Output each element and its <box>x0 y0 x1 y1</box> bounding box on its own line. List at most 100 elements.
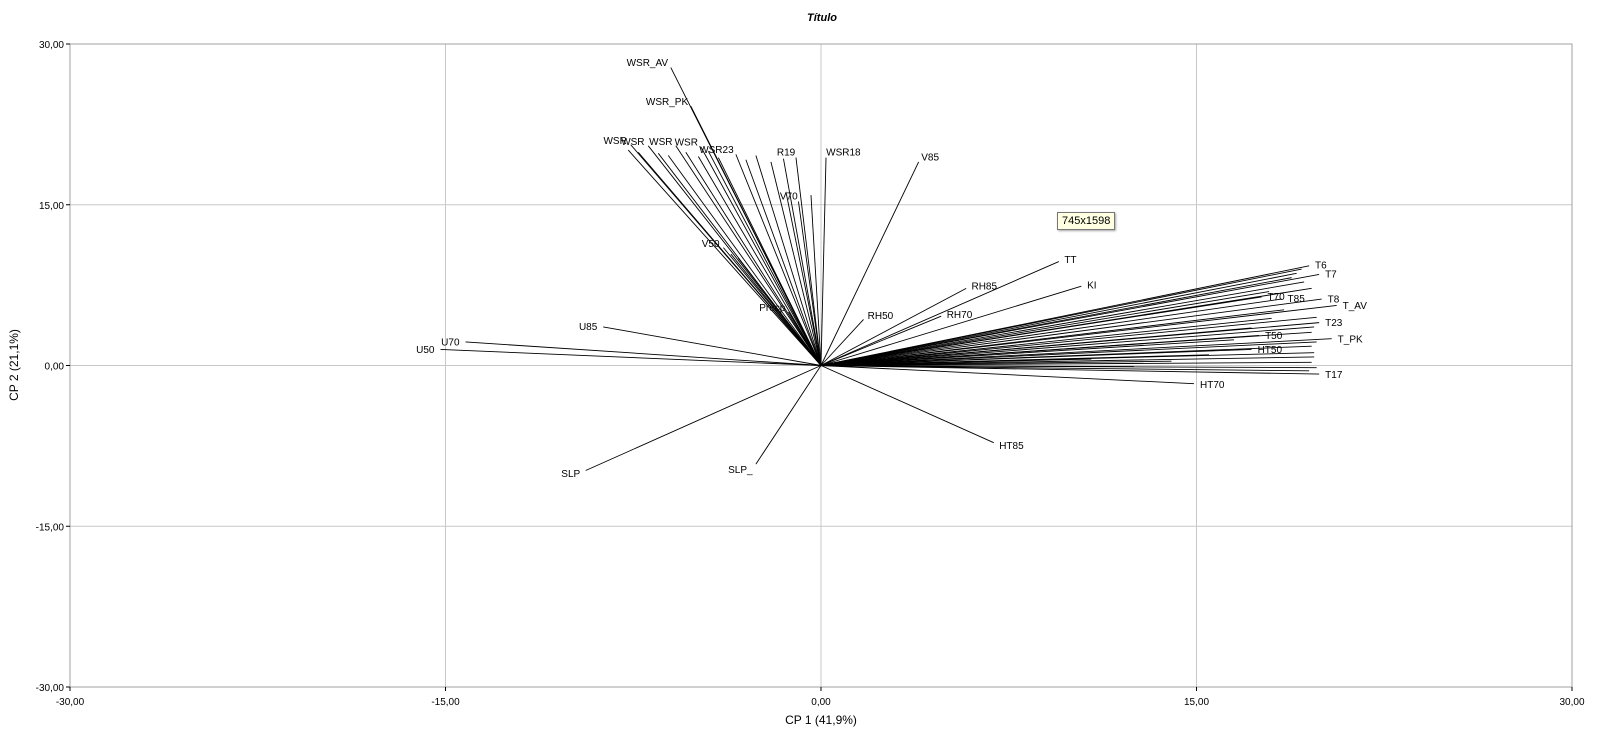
x-tick-label: -30,00 <box>56 697 85 708</box>
loading-vector <box>723 247 822 366</box>
y-tick-label: -30,00 <box>36 683 65 694</box>
loading-vector <box>785 191 822 366</box>
loading-vector <box>820 157 827 366</box>
loading-vector <box>465 341 822 366</box>
vector-label: V70 <box>780 192 798 203</box>
vector-label: T17 <box>1325 370 1343 381</box>
loading-vector <box>820 365 994 444</box>
loading-vector <box>820 265 1310 366</box>
loading-vector <box>630 144 822 366</box>
loading-vector <box>707 150 822 366</box>
loading-vector <box>690 105 822 366</box>
vector-label: T8 <box>1328 294 1340 305</box>
vector-label: U70 <box>441 338 460 349</box>
loading-vector <box>755 365 822 465</box>
loading-vector <box>820 305 1337 366</box>
vector-label: T_AV <box>1343 301 1368 312</box>
loading-vector <box>810 195 822 366</box>
loading-vector <box>820 361 1312 366</box>
loading-vector <box>820 285 1082 366</box>
vector-label: U85 <box>579 322 598 333</box>
vector-label: U50 <box>416 345 435 356</box>
vector-label: WSR_PK <box>646 97 689 108</box>
vector-label: WSR_AV <box>627 58 669 69</box>
loading-vector <box>820 298 1282 366</box>
loading-vector <box>770 161 822 366</box>
loading-vector <box>627 149 822 366</box>
loading-vector <box>440 348 822 366</box>
size-tooltip: 745x1598 <box>1057 212 1116 230</box>
vector-label: RH50 <box>868 311 894 322</box>
loading-vector <box>798 201 822 366</box>
loading-vector <box>820 296 1262 366</box>
vector-label: T23 <box>1325 318 1343 329</box>
loading-vector <box>820 261 1059 366</box>
vector-label: V50 <box>702 239 720 250</box>
vector-label: SLP <box>561 469 580 480</box>
vector-label: WSR <box>675 138 698 149</box>
vector-label: T50 <box>1265 331 1283 342</box>
loading-vector <box>820 317 1272 366</box>
loading-vector <box>820 365 1310 372</box>
x-tick-label: 15,00 <box>1184 697 1209 708</box>
loading-vector <box>820 281 1305 366</box>
loading-vector <box>820 322 1320 366</box>
loading-vector <box>647 145 822 366</box>
loading-vector <box>745 159 822 366</box>
vector-label: T6 <box>1315 261 1327 272</box>
loading-vector <box>795 157 822 366</box>
vector-label: R19 <box>777 148 796 159</box>
loading-vector <box>820 338 1332 366</box>
loading-vector <box>820 348 1252 366</box>
vector-label: WSR <box>603 136 626 147</box>
loading-vector <box>820 291 1270 366</box>
loading-vectors <box>440 67 1337 471</box>
loading-vector <box>820 287 967 366</box>
loading-vector <box>675 145 822 366</box>
y-tick-label: 0,00 <box>45 362 65 373</box>
loading-vector <box>820 360 1172 366</box>
loading-vector <box>755 155 822 366</box>
vector-label: V85 <box>921 152 939 163</box>
vector-label: TT <box>1064 255 1076 266</box>
loading-vector <box>820 273 1320 366</box>
loading-vector <box>820 326 1315 366</box>
vector-label: SLP_ <box>728 465 753 476</box>
y-tick-label: 30,00 <box>39 40 64 51</box>
loading-vector <box>820 319 864 366</box>
loading-vector <box>820 161 920 366</box>
vector-label: T85 <box>1288 294 1306 305</box>
loading-vector <box>697 156 822 366</box>
axis-ticks: -30,00 -15,00 0,00 15,00 30,00 30,00 15,00 0,00… <box>36 40 1585 708</box>
loading-vector <box>820 298 1322 366</box>
x-axis-label: CP 1 (41,9%) <box>785 713 857 727</box>
vector-label: T7 <box>1325 269 1337 280</box>
loading-vector <box>700 146 822 366</box>
vector-label: WSR23 <box>699 145 734 156</box>
loading-vector <box>585 365 822 471</box>
y-tick-label: -15,00 <box>36 522 65 533</box>
loading-vector <box>820 365 1195 385</box>
loading-vector <box>685 151 822 366</box>
loading-vector <box>783 158 822 366</box>
loading-vector <box>820 316 1317 366</box>
vector-label: WSR <box>649 137 672 148</box>
loading-vector <box>735 154 822 366</box>
loading-vector <box>820 365 1134 368</box>
vector-label: RH85 <box>971 282 997 293</box>
vector-label: T_PK <box>1338 334 1363 345</box>
x-tick-label: -15,00 <box>431 697 460 708</box>
loading-vector <box>667 155 822 366</box>
vector-label: HT70 <box>1200 380 1225 391</box>
vector-label: KI <box>1087 280 1096 291</box>
loading-vector <box>603 326 822 366</box>
loading-vector <box>820 358 1092 366</box>
vector-label: T70 <box>1268 292 1286 303</box>
loading-vector <box>820 365 1320 375</box>
y-tick-label: 15,00 <box>39 201 64 212</box>
vector-label: Precp <box>759 303 786 314</box>
loading-vector <box>820 335 1260 366</box>
